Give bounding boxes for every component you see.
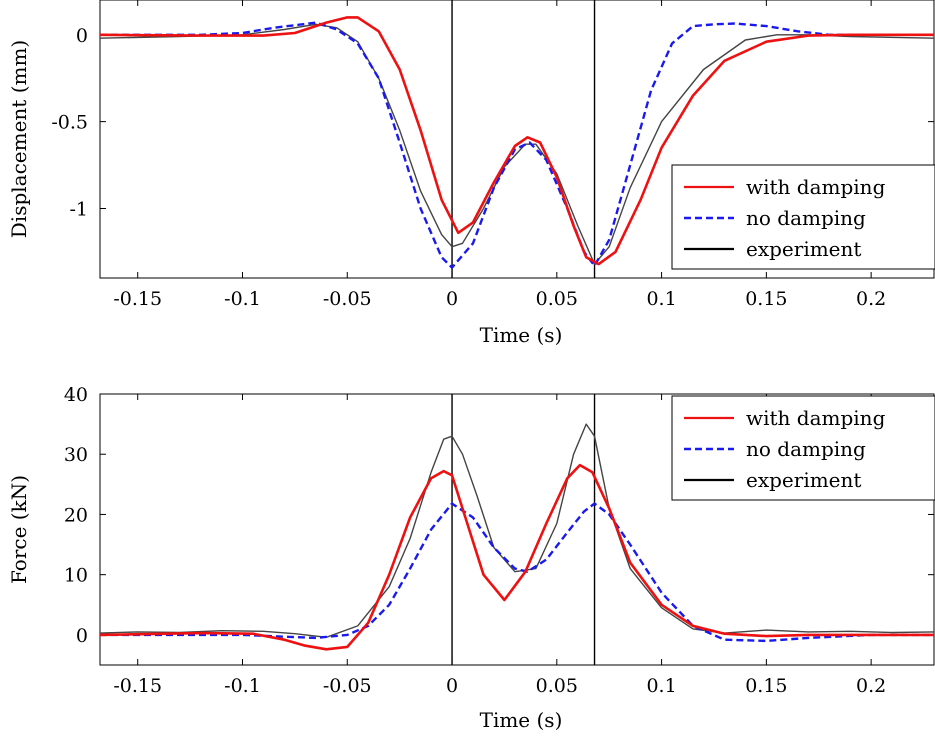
plot-frame xyxy=(99,0,935,279)
series-line-no-damping xyxy=(100,502,934,643)
x-tick-label: -0.15 xyxy=(113,675,162,697)
y-axis-label: Force (kN) xyxy=(7,475,31,584)
plot-area xyxy=(100,0,934,278)
y-tick-label: 20 xyxy=(64,504,88,526)
x-tick-label: 0 xyxy=(446,675,458,697)
x-tick-label: -0.1 xyxy=(224,675,261,697)
x-tick-label: -0.05 xyxy=(323,675,372,697)
plot-area xyxy=(100,394,934,665)
legend-label: no damping xyxy=(746,206,866,230)
x-tick-label: -0.1 xyxy=(224,288,261,310)
legend-label: experiment xyxy=(746,468,861,492)
x-tick-label: 0.15 xyxy=(745,288,787,310)
x-tick-label: 0.05 xyxy=(536,675,578,697)
legend: with damping no damping experiment xyxy=(671,395,935,501)
force-panel: -0.15 -0.1 -0.05 0 0.05 0.1 0.15 0.2 0 10 20 30 40 Ti… xyxy=(7,384,935,732)
y-tick-label: 40 xyxy=(64,384,88,406)
legend-box xyxy=(671,164,935,270)
legend-label: no damping xyxy=(746,437,866,461)
legend: with damping no damping experiment xyxy=(671,164,935,270)
series-line-no-damping xyxy=(100,21,934,269)
series-line-with-damping xyxy=(100,16,934,266)
legend-label: with damping xyxy=(746,175,886,199)
x-tick-label: -0.05 xyxy=(323,288,372,310)
x-tick-label: 0.1 xyxy=(646,675,676,697)
y-tick-label: 10 xyxy=(64,565,88,587)
legend-box xyxy=(671,395,935,501)
legend-label: experiment xyxy=(746,237,861,261)
x-tick-label: 0.05 xyxy=(536,288,578,310)
y-tick-label: -1 xyxy=(69,199,88,221)
x-tick-label: 0.1 xyxy=(646,288,676,310)
y-tick-label: 0 xyxy=(76,25,88,47)
x-axis-label: Time (s) xyxy=(480,708,563,732)
x-tick-label: -0.15 xyxy=(113,288,162,310)
x-axis-label: Time (s) xyxy=(480,323,563,347)
x-tick-label: 0 xyxy=(446,288,458,310)
y-tick-label: 0 xyxy=(76,625,88,647)
legend-label: with damping xyxy=(746,406,886,430)
x-tick-label: 0.2 xyxy=(856,675,886,697)
y-tick-label: 30 xyxy=(64,444,88,466)
x-tick-label: 0.15 xyxy=(745,675,787,697)
x-tick-label: 0.2 xyxy=(856,288,886,310)
plot-frame xyxy=(99,393,935,666)
y-tick-label: -0.5 xyxy=(51,112,88,134)
y-axis-label: Displacement (mm) xyxy=(7,40,31,238)
series-line-with-damping xyxy=(100,463,934,651)
displacement-panel: -0.15 -0.1 -0.05 0 0.05 0.1 0.15 0.2 0 -0.5 -1 Time… xyxy=(7,0,935,347)
